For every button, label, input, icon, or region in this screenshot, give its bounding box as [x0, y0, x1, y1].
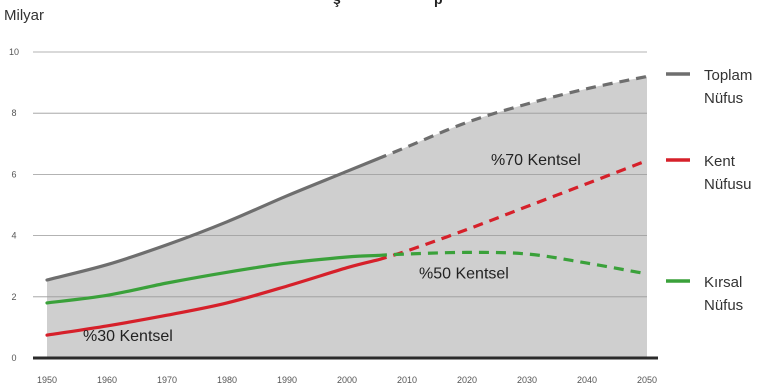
total-series-projection-line — [376, 74, 648, 161]
title-fragment: ş — [333, 0, 341, 7]
x-tick-label: 2010 — [397, 375, 417, 385]
total-series-line — [45, 157, 379, 282]
total-area-layer — [47, 76, 647, 358]
x-tick-label: 1980 — [217, 375, 237, 385]
tick-labels: 0 2 4 6 8 10 1950 1960 1970 1980 1990 2000 2010 2020 2… — [9, 47, 657, 385]
legend: Toplam Nüfus Kent Nüfusu Kırsal Nüfus — [666, 67, 752, 314]
urban-legend-label: Nüfusu — [704, 176, 752, 193]
y-tick-label: 0 — [11, 353, 16, 363]
annotation-label: %30 Kentsel — [83, 328, 173, 345]
y-tick-label: 10 — [9, 47, 19, 57]
annotation-label: %50 Kentsel — [419, 265, 509, 282]
total-legend-label: Nüfus — [704, 90, 743, 107]
urban-series-line — [45, 258, 379, 337]
x-tick-label: 2030 — [517, 375, 537, 385]
x-tick-label: 2020 — [457, 375, 477, 385]
total-population-area — [47, 76, 647, 358]
total-legend-label: Toplam — [704, 67, 752, 84]
rural-series-projection-line — [376, 250, 648, 276]
annotation-label: %70 Kentsel — [491, 152, 581, 169]
annotations: %30 Kentsel %50 Kentsel %70 Kentsel — [83, 152, 581, 345]
rural-series-line — [45, 253, 379, 305]
x-tick-label: 1990 — [277, 375, 297, 385]
x-tick-label: 2000 — [337, 375, 357, 385]
y-tick-label: 2 — [11, 292, 16, 302]
rural-legend-label: Kırsal — [704, 274, 742, 291]
y-tick-label: 6 — [11, 169, 16, 179]
y-axis-label: Milyar — [4, 7, 44, 24]
title-fragment: p — [434, 0, 443, 7]
x-tick-label: 1960 — [97, 375, 117, 385]
x-tick-label: 1950 — [37, 375, 57, 385]
y-tick-label: 4 — [11, 231, 16, 241]
x-tick-label: 1970 — [157, 375, 177, 385]
chart-title-fragments: ş p — [333, 0, 443, 7]
x-tick-label: 2040 — [577, 375, 597, 385]
urban-legend-label: Kent — [704, 153, 736, 170]
y-tick-label: 8 — [11, 108, 16, 118]
series-lines — [45, 74, 648, 337]
rural-legend-label: Nüfus — [704, 297, 743, 314]
x-tick-label: 2050 — [637, 375, 657, 385]
